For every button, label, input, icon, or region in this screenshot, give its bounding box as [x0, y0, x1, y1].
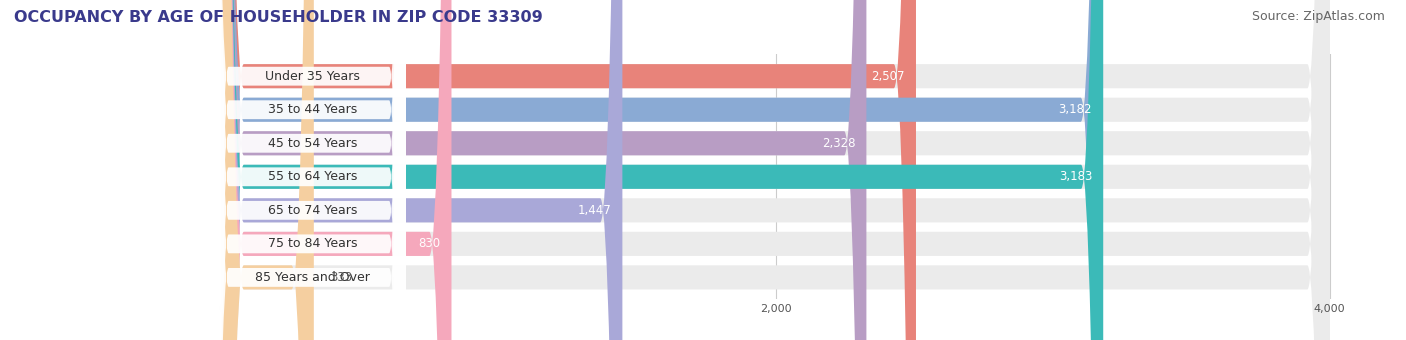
- FancyBboxPatch shape: [222, 0, 623, 340]
- FancyBboxPatch shape: [222, 0, 1330, 340]
- Text: Source: ZipAtlas.com: Source: ZipAtlas.com: [1251, 10, 1385, 23]
- Text: 333: 333: [330, 271, 353, 284]
- Text: 830: 830: [418, 237, 440, 250]
- FancyBboxPatch shape: [222, 0, 1330, 340]
- Text: OCCUPANCY BY AGE OF HOUSEHOLDER IN ZIP CODE 33309: OCCUPANCY BY AGE OF HOUSEHOLDER IN ZIP C…: [14, 10, 543, 25]
- FancyBboxPatch shape: [222, 0, 1330, 340]
- FancyBboxPatch shape: [212, 0, 406, 340]
- Text: Under 35 Years: Under 35 Years: [266, 70, 360, 83]
- FancyBboxPatch shape: [222, 0, 866, 340]
- FancyBboxPatch shape: [222, 0, 451, 340]
- Text: 3,182: 3,182: [1059, 103, 1092, 116]
- Text: 3,183: 3,183: [1059, 170, 1092, 183]
- Text: 65 to 74 Years: 65 to 74 Years: [269, 204, 357, 217]
- FancyBboxPatch shape: [212, 0, 406, 340]
- FancyBboxPatch shape: [212, 0, 406, 340]
- Text: 75 to 84 Years: 75 to 84 Years: [269, 237, 357, 250]
- Text: 35 to 44 Years: 35 to 44 Years: [269, 103, 357, 116]
- FancyBboxPatch shape: [212, 0, 406, 340]
- Text: 45 to 54 Years: 45 to 54 Years: [269, 137, 357, 150]
- FancyBboxPatch shape: [212, 0, 406, 340]
- Text: 2,328: 2,328: [823, 137, 855, 150]
- FancyBboxPatch shape: [222, 0, 1330, 340]
- FancyBboxPatch shape: [222, 0, 1330, 340]
- Text: 85 Years and Over: 85 Years and Over: [256, 271, 370, 284]
- FancyBboxPatch shape: [212, 0, 406, 340]
- FancyBboxPatch shape: [222, 0, 1330, 340]
- Text: 1,447: 1,447: [578, 204, 612, 217]
- FancyBboxPatch shape: [212, 0, 406, 340]
- FancyBboxPatch shape: [222, 0, 1102, 340]
- Text: 55 to 64 Years: 55 to 64 Years: [269, 170, 357, 183]
- Text: 2,507: 2,507: [872, 70, 905, 83]
- FancyBboxPatch shape: [222, 0, 314, 340]
- FancyBboxPatch shape: [222, 0, 1104, 340]
- FancyBboxPatch shape: [222, 0, 915, 340]
- FancyBboxPatch shape: [222, 0, 1330, 340]
